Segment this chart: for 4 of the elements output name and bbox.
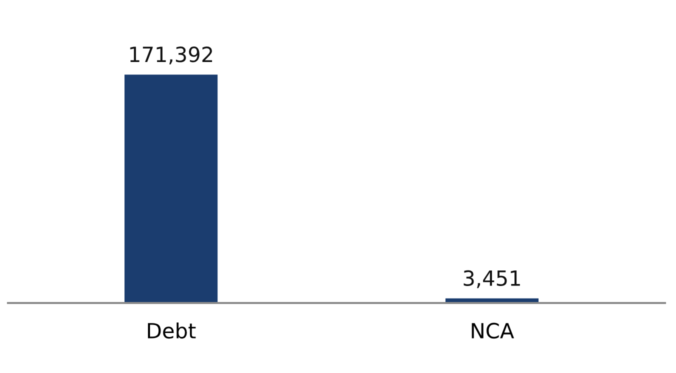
- data-label: 3,451: [464, 270, 520, 288]
- data-label: 171,392: [130, 46, 212, 64]
- x-tick-label: Debt: [148, 322, 196, 339]
- x-tick-label: NCA: [472, 322, 514, 339]
